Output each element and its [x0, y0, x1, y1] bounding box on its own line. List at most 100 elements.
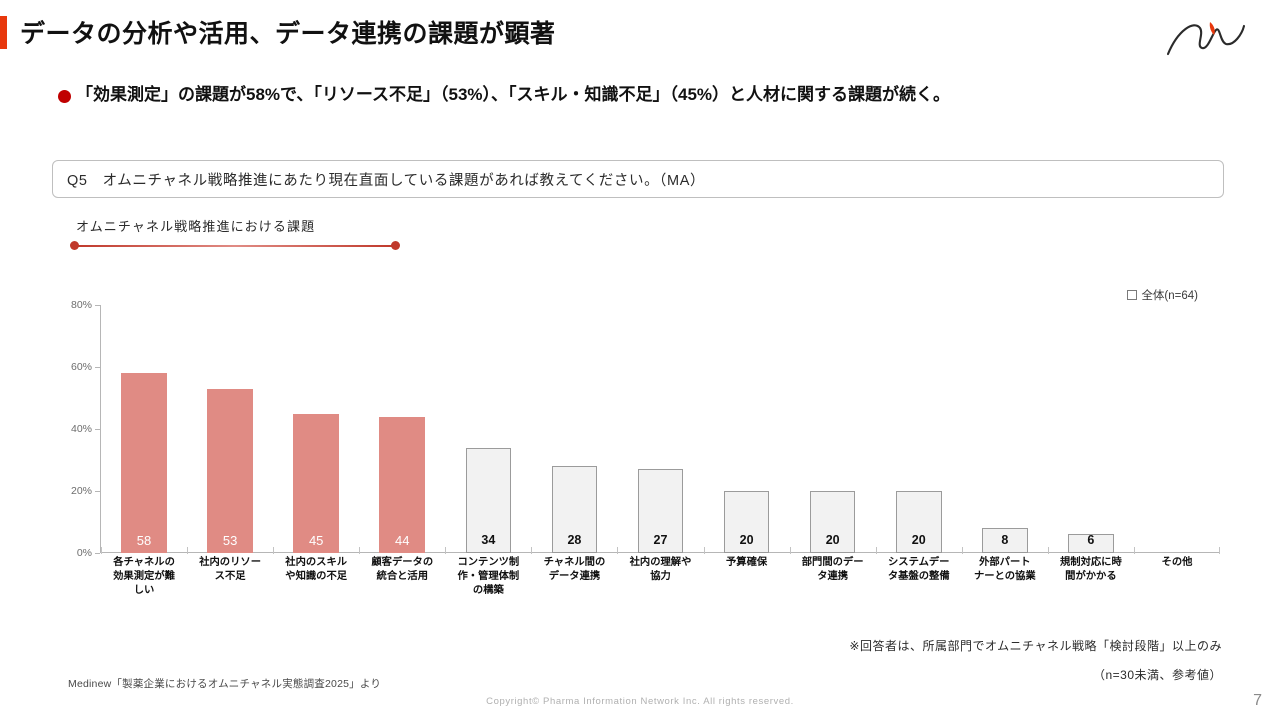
bar-slot[interactable]: 20	[704, 305, 790, 553]
x-axis-category-line: タ連携	[817, 571, 849, 583]
x-axis-category-line: 部門間のデー	[801, 557, 864, 568]
source-citation: Medinew「製薬企業におけるオムニチャネル実態調査2025」より	[68, 678, 382, 690]
y-axis-tick-label: 40%	[70, 423, 92, 435]
x-axis-category-label: 社内のスキル や知識の不足	[273, 547, 359, 599]
bar-slot[interactable]: 20	[790, 305, 876, 553]
x-axis-category-line: その他	[1161, 557, 1193, 568]
bar-value-label: 58	[136, 533, 152, 548]
bar-value-label: 44	[395, 533, 410, 548]
x-axis-tick	[187, 547, 189, 554]
x-axis-category-line: 間がかかる	[1065, 571, 1117, 583]
copyright-text: Copyright© Pharma Information Network In…	[486, 696, 794, 707]
x-axis-category-line: 社内のリソー	[199, 557, 261, 568]
bar-slot[interactable]: 20	[876, 305, 962, 553]
bar-slot[interactable]: 45	[273, 305, 359, 553]
x-axis-tick	[445, 547, 447, 554]
bar-value-label: 53	[222, 533, 238, 548]
footnote-respondents: ※回答者は、所属部門でオムニチャネル戦略「検討段階」以上のみ	[849, 639, 1222, 653]
x-axis-category-line: 作・管理体制	[457, 571, 520, 583]
chart-bar[interactable]: 58	[121, 373, 167, 553]
section-underline-dot-right	[391, 241, 400, 250]
x-axis-tick	[1133, 547, 1135, 554]
x-axis-category-labels: 各チャネルの 効果測定が難 しい 社内のリソー ス不足 社内のスキル や知識の不足 顧客データ…	[101, 547, 1221, 599]
bar-slot[interactable]: 28	[531, 305, 617, 553]
page-number: 7	[1253, 692, 1262, 709]
page-title: データの分析や活用、データ連携の課題が顕著	[0, 14, 556, 50]
x-axis-tick	[617, 547, 619, 554]
bar-value-label: 20	[911, 532, 926, 547]
bar-value-label: 20	[739, 532, 754, 547]
y-axis-tick	[95, 429, 100, 430]
x-axis-category-label: システムデー タ基盤の整備	[875, 547, 962, 599]
x-axis-category-label: 部門間のデー タ連携	[789, 547, 876, 599]
y-axis-tick	[95, 491, 100, 492]
x-axis-category-label: 顧客データの 統合と活用	[359, 547, 445, 599]
x-axis-category-label: 予算確保	[703, 547, 790, 599]
x-axis-tick	[789, 547, 791, 554]
chart-bar[interactable]: 6	[1068, 533, 1114, 553]
chart-legend: 全体(n=64)	[1127, 287, 1198, 303]
chart-bar[interactable]: 28	[551, 466, 598, 553]
page-title-text: データの分析や活用、データ連携の課題が顕著	[20, 20, 556, 48]
bar-value-label: 34	[481, 532, 496, 547]
bullet-dot-icon	[58, 90, 71, 103]
bar-slot[interactable]: 8	[962, 305, 1048, 553]
x-axis-category-line: データ連携	[548, 571, 601, 583]
y-axis-labels: 0% 20% 40% 60% 80%	[60, 299, 96, 559]
x-axis-category-line: システムデー	[888, 557, 950, 568]
y-axis-line	[100, 305, 101, 553]
chart-bar[interactable]: 8	[982, 528, 1028, 553]
bar-slot[interactable]: 34	[445, 305, 531, 553]
bar-slot[interactable]: 27	[617, 305, 703, 553]
bar-value-label: 27	[653, 532, 668, 547]
x-axis-category-line: の構築	[472, 585, 504, 597]
x-axis-tick	[359, 547, 361, 554]
x-axis-tick	[101, 547, 102, 554]
x-axis-category-line: ナーとの協業	[973, 571, 1036, 583]
y-axis-tick-label: 60%	[70, 361, 92, 373]
bar-slot[interactable]: 58	[101, 305, 187, 553]
x-axis-category-line: コンテンツ制	[457, 557, 520, 568]
question-box: Q5 オムニチャネル戦略推進にあたり現在直面している課題があれば教えてください。…	[52, 160, 1224, 198]
legend-label: 全体(n=64)	[1141, 290, 1198, 302]
question-text: Q5 オムニチャネル戦略推進にあたり現在直面している課題があれば教えてください。…	[67, 172, 706, 189]
chart-plot-area: 58 53 45 44 34 28 27 20 20 20 8 6	[101, 305, 1220, 553]
chart-bar[interactable]: 20	[723, 491, 770, 553]
chart-bar[interactable]: 34	[465, 447, 512, 553]
x-axis-category-label: 社内のリソー ス不足	[187, 547, 273, 599]
chart-bar[interactable]: 44	[379, 416, 426, 553]
section-underline-line	[75, 245, 395, 247]
x-axis-tick	[703, 547, 705, 554]
bar-slot[interactable]: 44	[359, 305, 445, 553]
bar-slot[interactable]: 53	[187, 305, 273, 553]
x-axis-tick	[273, 547, 275, 554]
x-axis-category-line: や知識の不足	[285, 571, 348, 583]
x-axis-category-label: チャネル間の データ連携	[531, 547, 617, 599]
x-axis-tick	[531, 547, 533, 554]
chart-bar[interactable]: 53	[207, 388, 253, 553]
bar-slot[interactable]	[1134, 305, 1220, 553]
x-axis-tick	[1219, 547, 1221, 554]
x-axis-category-line: 各チャネルの	[113, 557, 175, 568]
x-axis-category-label: 規制対応に時 間がかかる	[1047, 547, 1134, 599]
chart-bar[interactable]: 45	[293, 413, 339, 553]
bar-value-label: 20	[825, 532, 840, 547]
x-axis-category-line: チャネル間の	[543, 557, 606, 568]
chart-bar[interactable]: 27	[637, 469, 684, 553]
bar-slot[interactable]: 6	[1048, 305, 1134, 553]
y-axis-tick-label: 20%	[70, 485, 92, 497]
x-axis-category-line: 社内の理解や	[629, 557, 692, 568]
chart-bar[interactable]: 20	[895, 491, 942, 553]
y-axis-tick-label: 0%	[76, 547, 92, 559]
x-axis-tick	[961, 547, 963, 554]
x-axis-category-line: 外部パート	[979, 557, 1031, 568]
lead-bullet: 「効果測定」の課題が58%で、「リソース不足」（53%）、「スキル・知識不足」（…	[58, 84, 950, 107]
section-heading: オムニチャネル戦略推進における課題	[70, 216, 400, 251]
x-axis-category-line: 効果測定が難	[113, 571, 175, 583]
chart-bar[interactable]: 20	[809, 491, 856, 553]
x-axis-category-label: その他	[1133, 547, 1221, 599]
y-axis-tick	[95, 305, 100, 306]
y-axis-tick	[95, 367, 100, 368]
x-axis-category-line: 予算確保	[725, 557, 768, 568]
section-heading-text: オムニチャネル戦略推進における課題	[76, 219, 316, 234]
